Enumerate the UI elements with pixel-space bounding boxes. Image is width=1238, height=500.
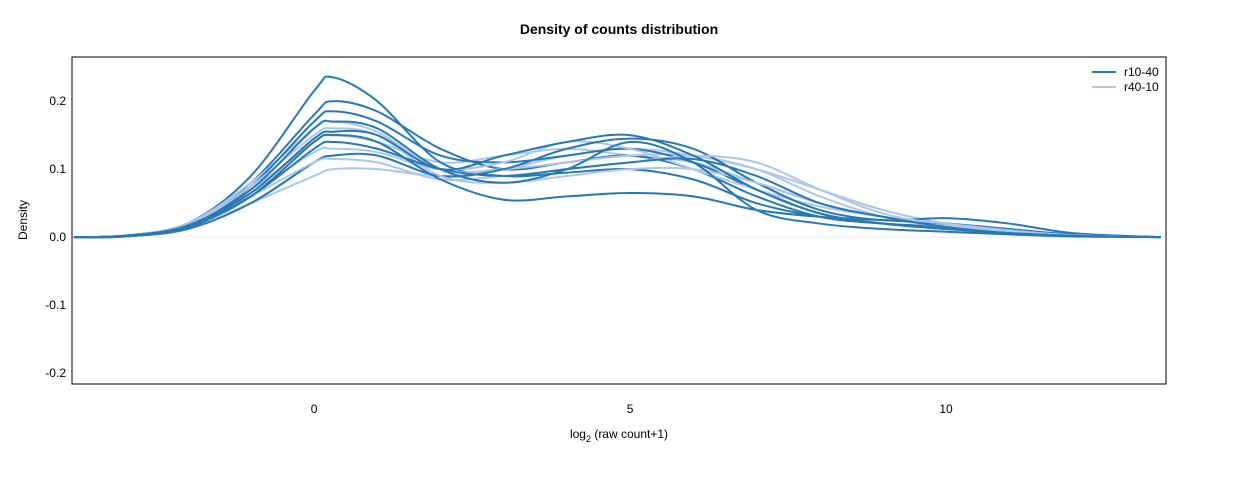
- y-tick-label: -0.2: [45, 366, 66, 380]
- density-curve-r40-10: [73, 126, 1161, 239]
- legend-label-r10-40: r10-40: [1124, 65, 1159, 79]
- y-tick-label: -0.1: [45, 298, 66, 312]
- x-axis-label: log2 (raw count+1): [570, 427, 668, 444]
- x-axis: 0 5 10: [311, 402, 953, 416]
- y-tick-label: 0.0: [49, 230, 66, 244]
- density-curve-r10-40: [73, 119, 1161, 239]
- plot-frame: [71, 56, 1167, 385]
- x-tick-label: 0: [311, 402, 318, 416]
- y-tick-label: 0.1: [49, 162, 66, 176]
- density-curves: [73, 75, 1161, 239]
- density-curve-r10-40: [73, 137, 1161, 239]
- y-axis: -0.2 -0.1 0.0 0.1 0.2: [45, 94, 66, 380]
- y-tick-label: 0.2: [49, 94, 66, 108]
- density-curve-r10-40: [73, 110, 1161, 239]
- density-curve-r10-40: [73, 129, 1161, 239]
- x-tick-label: 5: [627, 402, 634, 416]
- legend: r10-40 r40-10: [1092, 65, 1159, 94]
- y-axis-label: Density: [16, 200, 30, 240]
- x-tick-label: 10: [939, 402, 953, 416]
- chart-title: Density of counts distribution: [520, 21, 718, 37]
- legend-label-r40-10: r40-10: [1124, 80, 1159, 94]
